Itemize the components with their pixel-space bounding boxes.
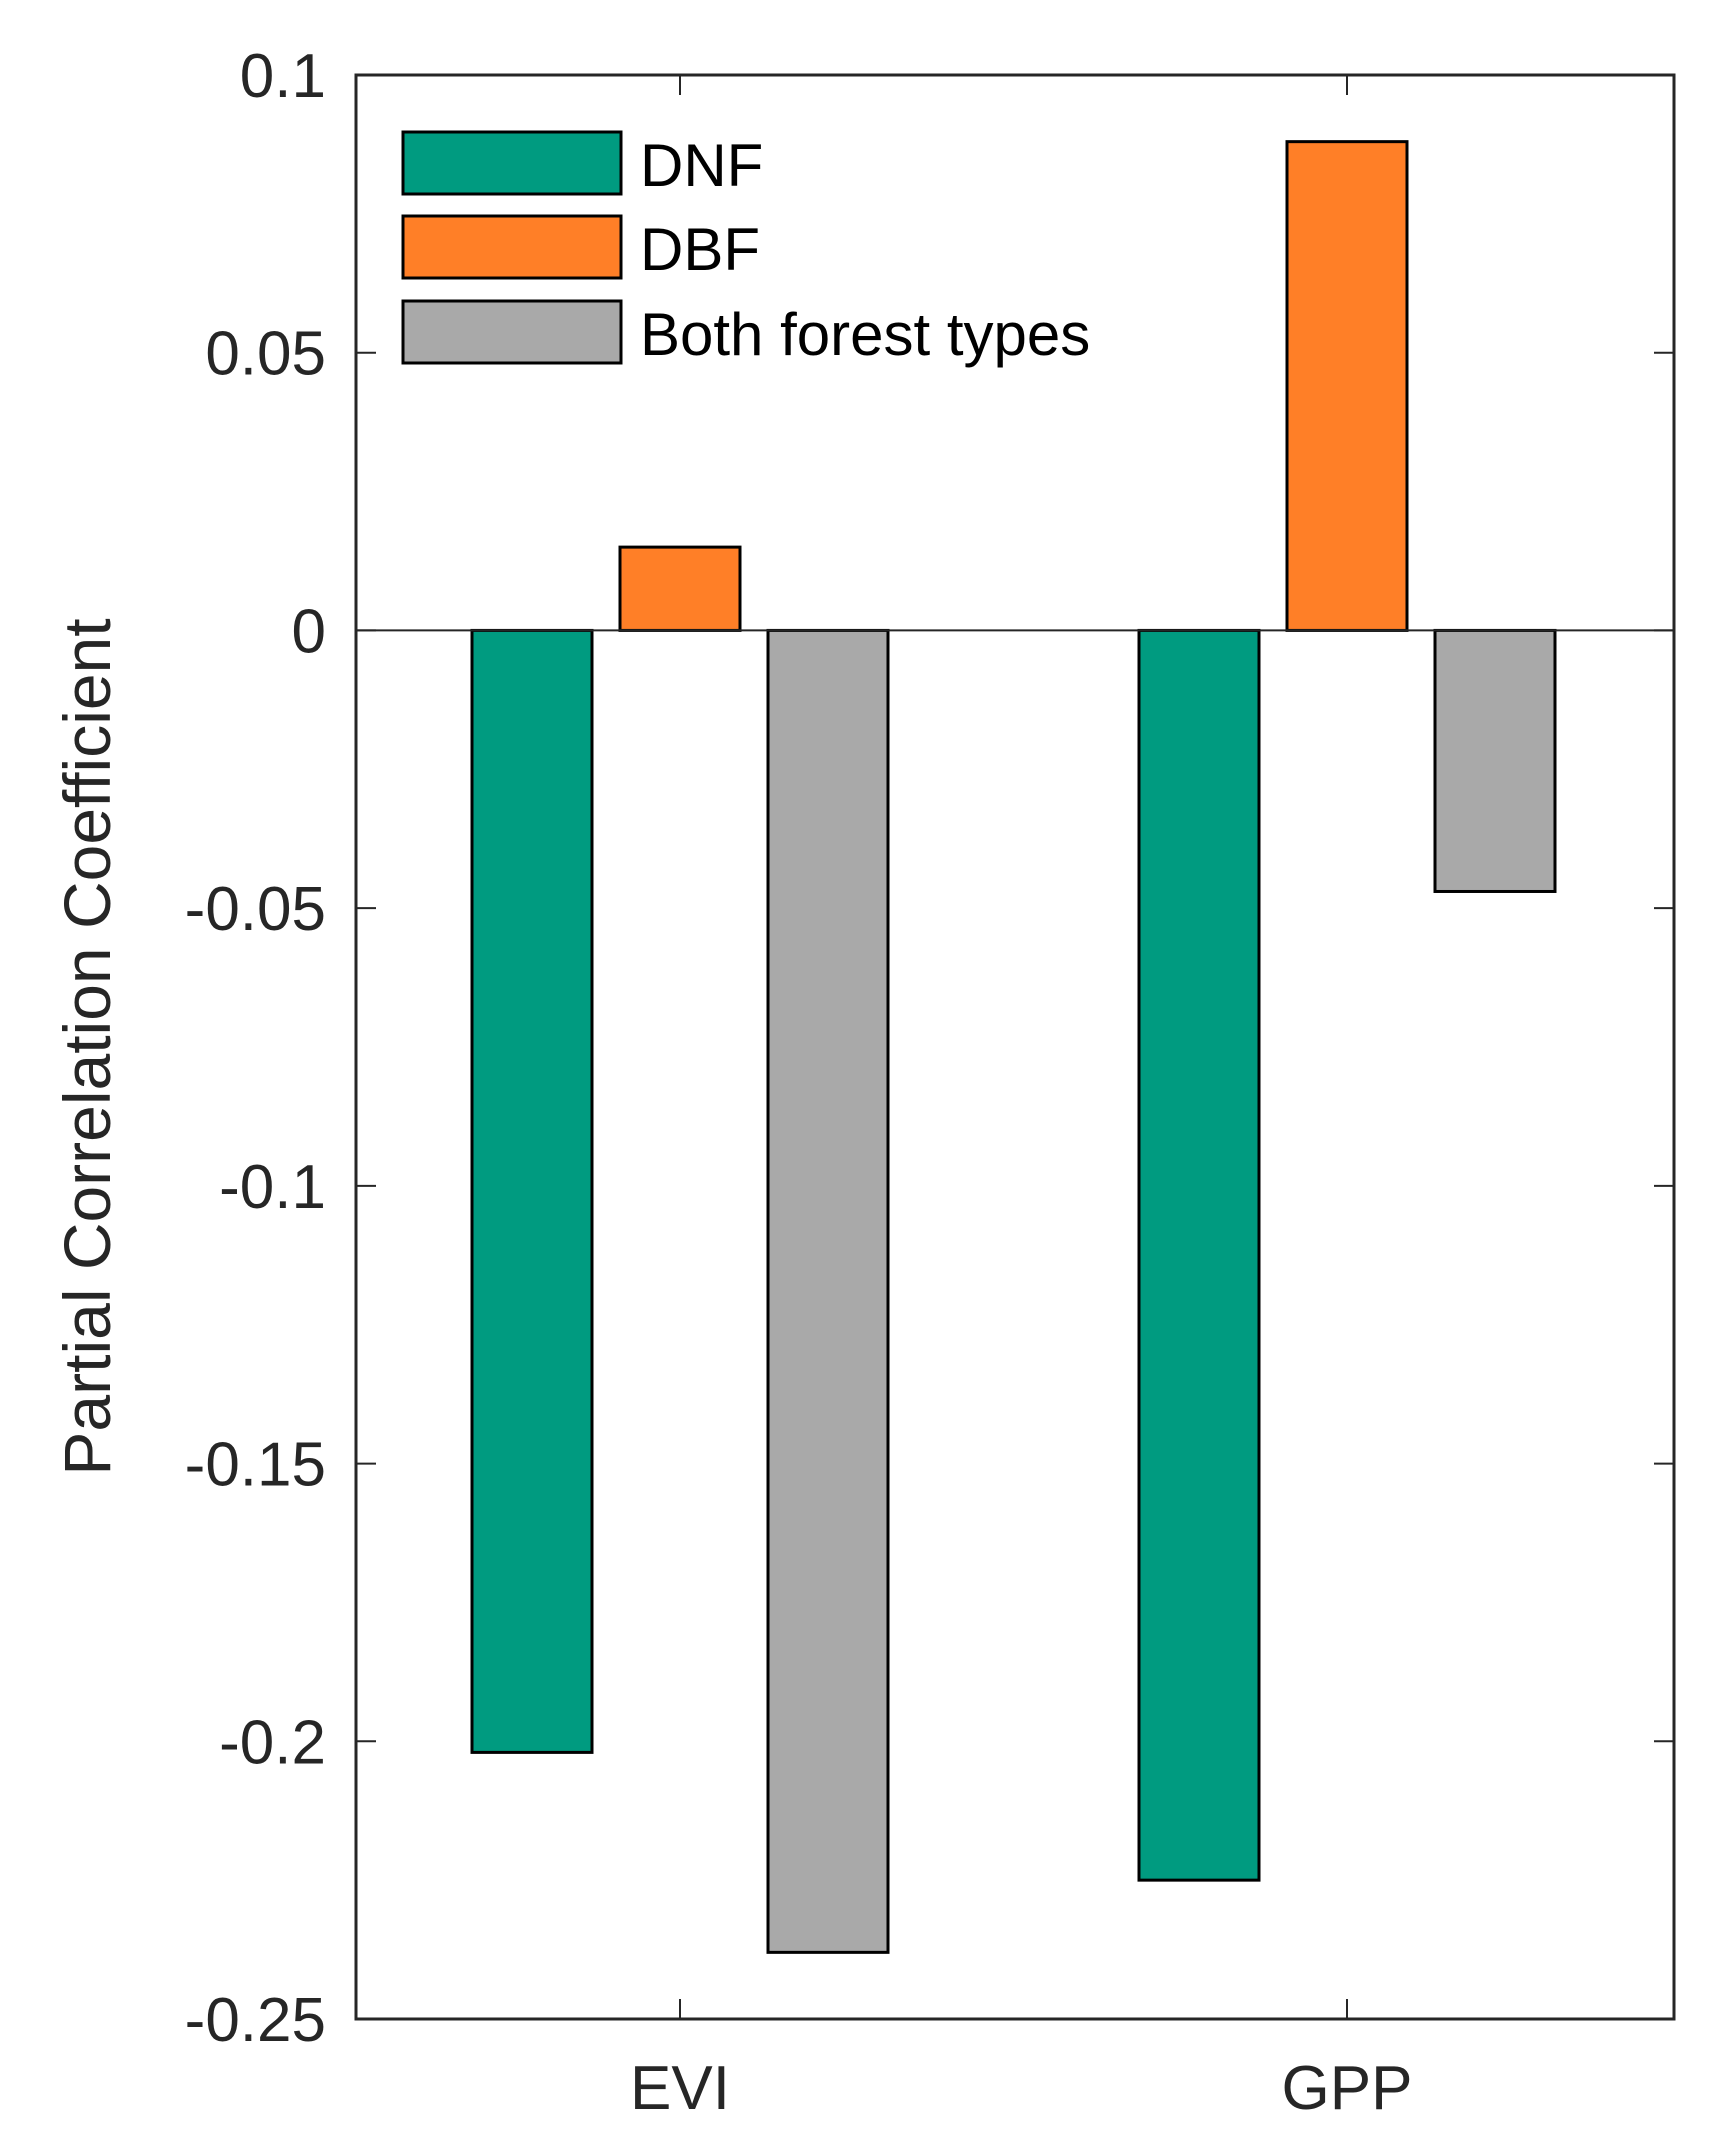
bars-layer [470, 140, 1557, 1954]
y-tick-label: 0 [292, 597, 326, 666]
legend-swatch-dbf [401, 214, 623, 280]
legend-swatch-dnf [401, 130, 623, 196]
legend-label-both: Both forest types [640, 301, 1090, 368]
legend-label-dnf: DNF [640, 132, 763, 199]
y-tick-label: -0.1 [219, 1153, 326, 1222]
y-tick-label: -0.2 [219, 1708, 326, 1777]
y-tick-label: 0.1 [240, 42, 326, 111]
bar-dbf-evi [618, 545, 742, 632]
bar-dnf-evi [470, 628, 594, 1754]
bar-both-forest-types-gpp [1433, 628, 1557, 893]
legend: DNF DBF Both forest types [401, 130, 1090, 368]
y-tick-labels: 0.1 0.05 0 -0.05 -0.1 -0.15 -0.2 -0.25 [185, 42, 326, 2055]
x-tick-label-gpp: GPP [1282, 2054, 1413, 2123]
y-tick-label: -0.25 [185, 1986, 326, 2055]
x-tick-label-evi: EVI [630, 2054, 730, 2123]
bar-dbf-gpp [1285, 140, 1409, 632]
y-tick-label: -0.05 [185, 875, 326, 944]
y-axis-title: Partial Correlation Coefficient [50, 618, 124, 1475]
legend-label-dbf: DBF [640, 216, 760, 283]
plot-frame [354, 73, 1676, 2021]
y-tick-label: -0.15 [185, 1431, 326, 1500]
y-tick-label: 0.05 [205, 320, 326, 389]
legend-swatch-both [401, 299, 623, 365]
bar-both-forest-types-evi [766, 628, 890, 1954]
x-tick-labels: EVI GPP [630, 2054, 1412, 2123]
bar-dnf-gpp [1137, 628, 1261, 1882]
